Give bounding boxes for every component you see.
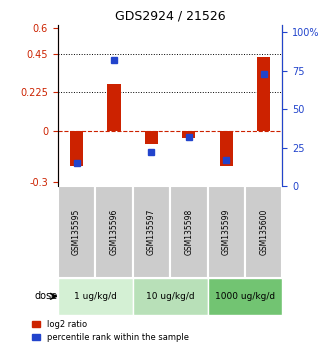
FancyBboxPatch shape bbox=[58, 278, 133, 315]
Text: GSM135597: GSM135597 bbox=[147, 209, 156, 255]
Text: 1 ug/kg/d: 1 ug/kg/d bbox=[74, 292, 117, 301]
FancyBboxPatch shape bbox=[208, 278, 282, 315]
Bar bbox=[220, 131, 233, 166]
Bar bbox=[257, 57, 270, 131]
FancyBboxPatch shape bbox=[170, 186, 208, 278]
Text: 10 ug/kg/d: 10 ug/kg/d bbox=[146, 292, 195, 301]
Text: GSM135596: GSM135596 bbox=[109, 209, 118, 255]
Bar bbox=[182, 131, 195, 138]
Text: dose: dose bbox=[35, 291, 58, 301]
Text: GSM135595: GSM135595 bbox=[72, 209, 81, 255]
Legend: log2 ratio, percentile rank within the sample: log2 ratio, percentile rank within the s… bbox=[28, 316, 192, 345]
Text: GSM135598: GSM135598 bbox=[184, 209, 193, 255]
FancyBboxPatch shape bbox=[58, 186, 95, 278]
Text: 1000 ug/kg/d: 1000 ug/kg/d bbox=[215, 292, 275, 301]
Bar bbox=[145, 131, 158, 144]
FancyBboxPatch shape bbox=[208, 186, 245, 278]
FancyBboxPatch shape bbox=[133, 186, 170, 278]
Text: GSM135600: GSM135600 bbox=[259, 209, 268, 255]
Text: GSM135599: GSM135599 bbox=[222, 209, 231, 255]
FancyBboxPatch shape bbox=[95, 186, 133, 278]
Bar bbox=[108, 84, 120, 131]
Bar bbox=[70, 131, 83, 166]
FancyBboxPatch shape bbox=[245, 186, 282, 278]
FancyBboxPatch shape bbox=[133, 278, 208, 315]
Title: GDS2924 / 21526: GDS2924 / 21526 bbox=[115, 9, 225, 22]
